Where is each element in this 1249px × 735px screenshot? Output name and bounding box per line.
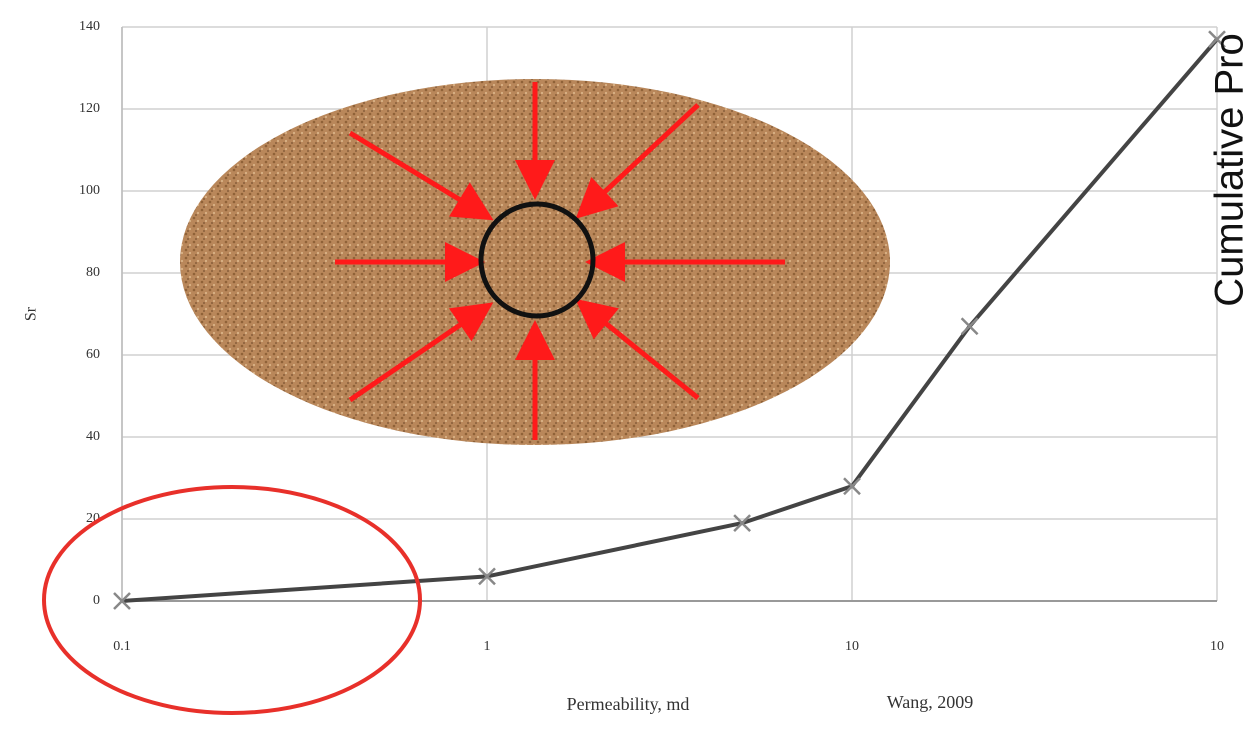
data-point	[733, 514, 752, 532]
y-tick-label: 40	[86, 429, 100, 444]
data-point	[1208, 30, 1226, 49]
data-point	[843, 477, 861, 496]
side-label: Cumulative Pro	[1208, 33, 1249, 306]
data-point	[478, 567, 496, 586]
y-tick-label: 80	[86, 265, 100, 280]
x-tick-label: 10	[1210, 639, 1224, 654]
x-tick-label: 0.1	[113, 639, 131, 654]
data-point	[960, 317, 979, 336]
data-point	[113, 592, 131, 610]
y-axis-title: Sr	[23, 306, 40, 321]
y-tick-label: 140	[79, 19, 100, 34]
y-tick-label: 60	[86, 347, 100, 362]
x-tick-label: 1	[484, 639, 491, 654]
source: Wang, 2009	[887, 692, 974, 712]
y-tick-label: 0	[93, 593, 100, 608]
highlight-ring	[42, 485, 422, 715]
y-tick-label: 100	[79, 183, 100, 198]
x-tick-label: 10	[845, 639, 859, 654]
reservoir-illustration	[180, 79, 890, 445]
x-axis-title: Permeability, md	[567, 694, 690, 714]
y-tick-label: 120	[79, 101, 100, 116]
data-line	[121, 37, 1219, 603]
